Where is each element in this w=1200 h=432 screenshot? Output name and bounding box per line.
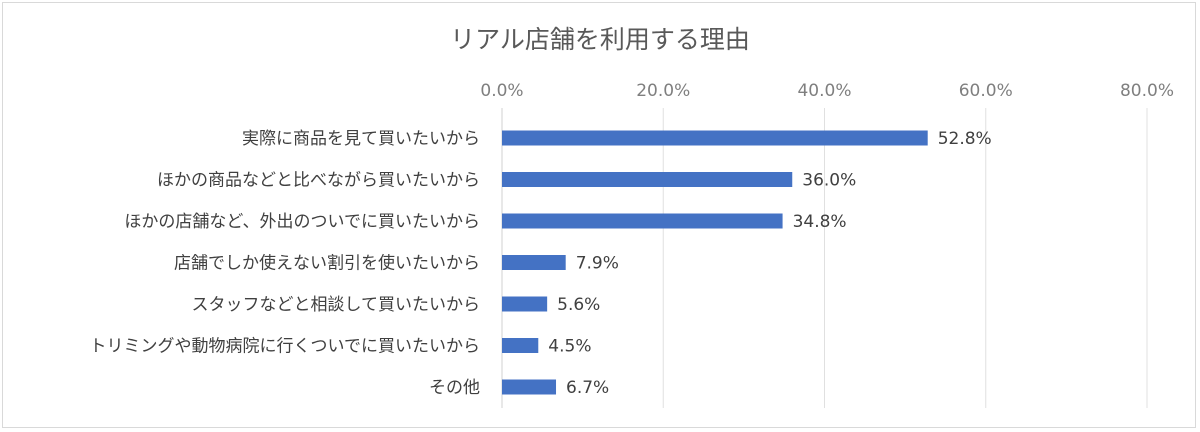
category-label: 店舗でしか使えない割引を使いたいから — [174, 253, 480, 274]
data-label: 34.8% — [793, 212, 847, 232]
category-label: ほかの商品などと比べながら買いたいから — [157, 171, 480, 191]
x-axis-tick-labels: 0.0% 20.0% 40.0% 60.0% 80.0% — [480, 81, 1174, 101]
data-labels: 52.8% 36.0% 34.8% 7.9% 5.6% 4.5% 6.7% — [548, 129, 991, 398]
category-label: ほかの店舗など、外出のついでに買いたいから — [124, 212, 480, 232]
x-tick-label: 60.0% — [959, 81, 1013, 101]
x-tick-label: 40.0% — [797, 81, 851, 101]
bar — [502, 296, 548, 312]
data-label: 7.9% — [576, 254, 619, 274]
x-tick-label: 20.0% — [636, 81, 690, 101]
gridlines — [501, 108, 1148, 408]
chart-title: リアル店舗を利用する理由 — [450, 25, 750, 54]
category-label: 実際に商品を見て買いたいから — [242, 129, 480, 149]
category-label: その他 — [429, 378, 480, 398]
bar — [502, 213, 783, 229]
bars — [502, 130, 928, 395]
data-label: 52.8% — [938, 129, 992, 149]
data-label: 6.7% — [566, 378, 609, 398]
data-label: 4.5% — [548, 337, 591, 357]
data-label: 36.0% — [802, 171, 856, 191]
category-labels: 実際に商品を見て買いたいからほかの商品などと比べながら買いたいからほかの店舗など… — [90, 129, 481, 398]
bar — [502, 255, 566, 270]
bar — [502, 379, 557, 395]
data-label: 5.6% — [557, 295, 600, 315]
bar — [502, 338, 539, 353]
category-label: スタッフなどと相談して買いたいから — [192, 295, 481, 315]
x-tick-label: 0.0% — [480, 81, 523, 101]
bar — [502, 130, 928, 146]
x-tick-label: 80.0% — [1120, 81, 1174, 101]
bar — [502, 172, 793, 187]
category-label: トリミングや動物病院に行くついでに買いたいから — [90, 337, 481, 357]
